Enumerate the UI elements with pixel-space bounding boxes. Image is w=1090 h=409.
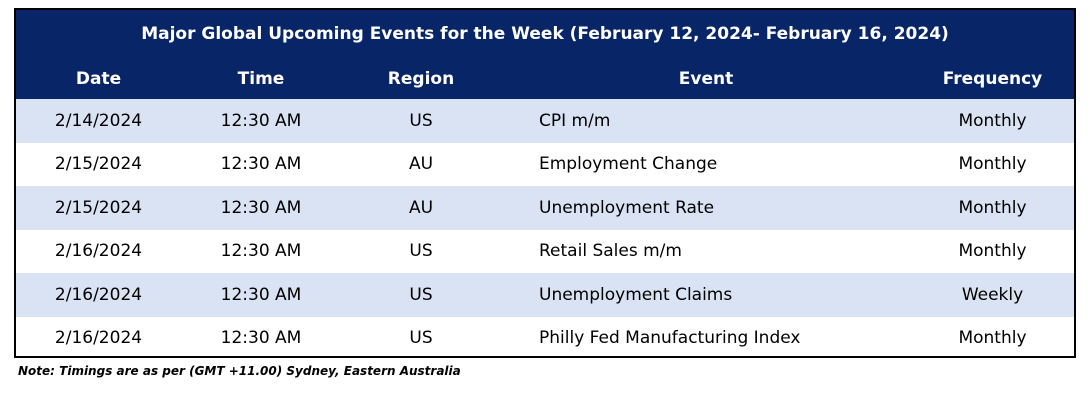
table-cell: AU: [408, 197, 434, 218]
table-cell: Weekly: [961, 284, 1024, 305]
table-row: 2/16/2024 12:30 AM US Retail Sales m/m Month…: [16, 230, 1074, 274]
table-cell: 2/16/2024: [54, 328, 143, 349]
column-header: Time: [237, 68, 285, 89]
table-cell: Employment Change: [539, 154, 718, 175]
table-cell: 2/16/2024: [54, 241, 143, 262]
table-row: 2/15/2024 12:30 AM AU Unemployment Rate Mont…: [16, 186, 1074, 230]
table-cell: US: [409, 241, 433, 262]
table-cell: 2/15/2024: [54, 197, 143, 218]
column-header: Date: [75, 68, 122, 89]
table-cell: Monthly: [958, 241, 1027, 262]
table-title: Major Global Upcoming Events for the Wee…: [141, 24, 949, 44]
table-cell: 2/15/2024: [54, 154, 143, 175]
table-cell: US: [409, 110, 433, 131]
table-cell: Philly Fed Manufacturing Index: [539, 328, 801, 349]
table-cell: US: [409, 284, 433, 305]
table-row: 2/16/2024 12:30 AM US Philly Fed Manufactur…: [16, 317, 1074, 361]
table-row: 2/16/2024 12:30 AM US Unemployment Claims We…: [16, 273, 1074, 317]
table-cell: Monthly: [958, 328, 1027, 349]
table-header: Major Global Upcoming Events for the Wee…: [16, 10, 1074, 99]
column-header: Frequency: [942, 68, 1043, 89]
table-row: 2/15/2024 12:30 AM AU Employment Change Mont…: [16, 143, 1074, 187]
table-row: 2/14/2024 12:30 AM US CPI m/m Monthly: [16, 99, 1074, 143]
column-header: Region: [387, 68, 455, 89]
table-body: 2/14/2024 12:30 AM US CPI m/m Monthly 2/15/20…: [16, 99, 1074, 360]
table-cell: CPI m/m: [539, 110, 611, 131]
footnote: Note: Timings are as per (GMT +11.00) Sy…: [18, 364, 461, 378]
table-cell: Monthly: [958, 154, 1027, 175]
table-cell: Unemployment Claims: [539, 284, 733, 305]
table-cell: AU: [408, 154, 434, 175]
table-cell: 2/16/2024: [54, 284, 143, 305]
table-cell: Unemployment Rate: [539, 197, 715, 218]
table-cell: 12:30 AM: [220, 110, 302, 131]
table-cell: 12:30 AM: [220, 154, 302, 175]
table-cell: 12:30 AM: [220, 328, 302, 349]
table-cell: Monthly: [958, 197, 1027, 218]
events-table: Major Global Upcoming Events for the Wee…: [14, 8, 1076, 358]
header-row: Date Time Region Event Frequency: [16, 58, 1074, 99]
table-cell: Retail Sales m/m: [539, 241, 682, 262]
table-cell: Monthly: [958, 110, 1027, 131]
table-cell: 12:30 AM: [220, 197, 302, 218]
table-cell: 2/14/2024: [54, 110, 143, 131]
column-header: Event: [678, 68, 734, 89]
table-cell: 12:30 AM: [220, 241, 302, 262]
table-cell: 12:30 AM: [220, 284, 302, 305]
table-cell: US: [409, 328, 433, 349]
